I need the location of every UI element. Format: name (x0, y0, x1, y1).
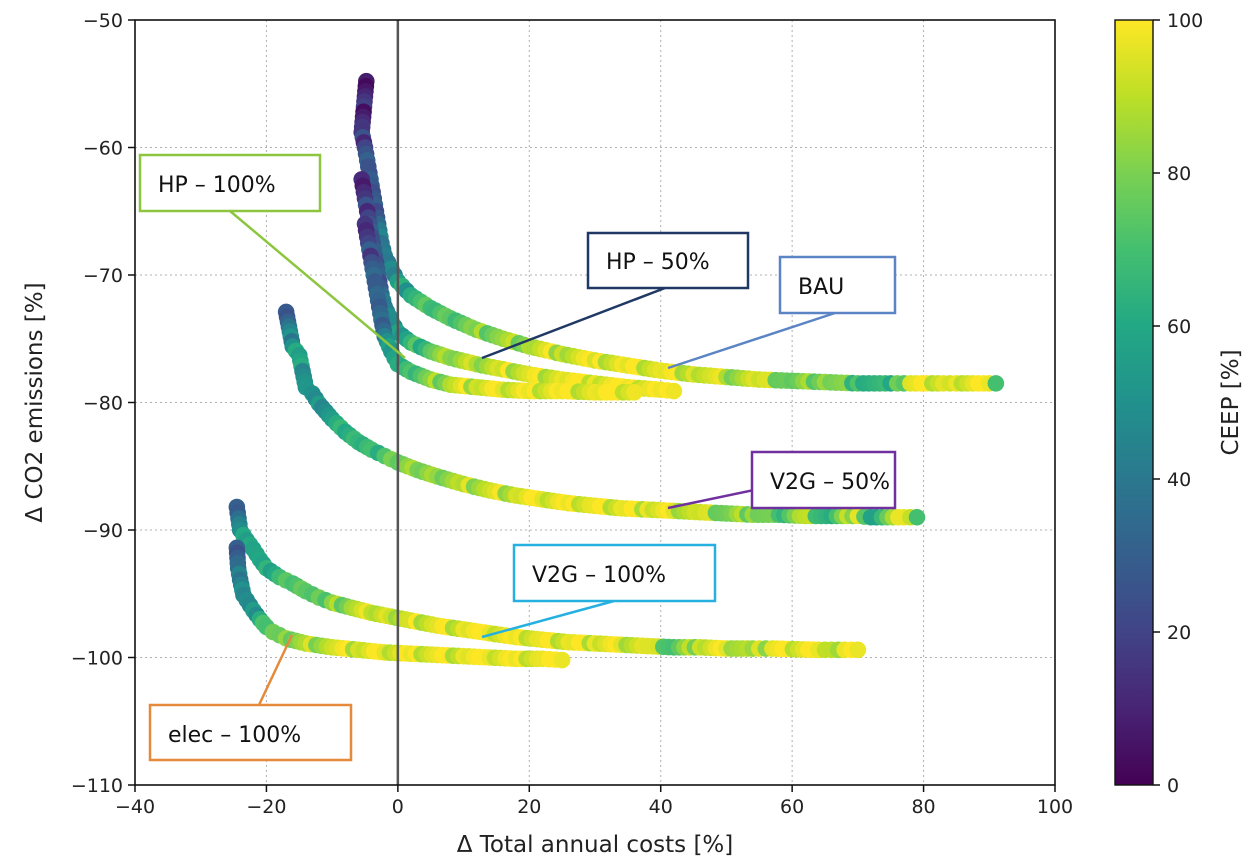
annotation-box (750, 450, 897, 510)
annotation-label: HP – 100% (158, 173, 276, 198)
annotation-label: HP – 50% (606, 250, 710, 275)
annotation-box (586, 231, 750, 290)
y-tick-label: −60 (83, 138, 123, 160)
series-2 (353, 171, 683, 400)
annotation-label: V2G – 100% (532, 563, 666, 588)
colorbar-tick-label: 40 (1167, 469, 1191, 491)
x-tick-label: −20 (246, 796, 286, 818)
y-tick-label: −90 (83, 520, 123, 542)
annotation-leader-line (229, 210, 406, 359)
annotation-leader-line (481, 286, 666, 360)
x-tick-label: 80 (911, 796, 935, 818)
annotation: elec – 100% (148, 634, 353, 762)
colorbar-gradient (1115, 20, 1153, 785)
colorbar-tick-label: 100 (1167, 10, 1203, 32)
data-point (553, 651, 571, 669)
colorbar: 0 20 40 60 80 100 (1114, 10, 1203, 797)
colorbar-tick-label: 80 (1167, 163, 1191, 185)
data-point (849, 641, 867, 659)
annotation-box (138, 153, 322, 213)
annotation: HP – 100% (138, 153, 406, 359)
series-6 (228, 539, 571, 669)
y-tick-label: −110 (71, 775, 123, 797)
annotation-leader-line (257, 634, 294, 706)
colorbar-tick-label: 0 (1167, 775, 1179, 797)
data-points (228, 72, 1005, 669)
x-tick-label: 0 (392, 796, 404, 818)
annotation: V2G – 100% (481, 543, 717, 639)
series-4 (277, 303, 926, 526)
data-point (987, 375, 1005, 392)
y-tick-label: −50 (83, 10, 123, 32)
annotation: HP – 50% (481, 231, 750, 360)
data-point (908, 508, 926, 526)
annotation-box (778, 255, 897, 315)
annotation-label: V2G – 50% (770, 470, 890, 495)
data-point (626, 384, 643, 401)
x-tick-label: −40 (115, 796, 155, 818)
colorbar-title: CEEP [%] (1218, 349, 1244, 455)
y-axis-title: Δ CO2 emissions [%] (22, 282, 48, 522)
x-tick-label: 60 (780, 796, 804, 818)
x-tick-label: 100 (1037, 796, 1073, 818)
x-axis-ticks: −40 −20 0 20 40 60 80 100 (115, 785, 1073, 818)
y-tick-label: −70 (83, 265, 123, 287)
annotation-box (148, 703, 353, 762)
annotation: BAU (667, 255, 897, 370)
annotation-leader-line (481, 599, 615, 639)
colorbar-frame (1114, 19, 1154, 786)
y-axis-ticks: −110 −100 −90 −80 −70 −60 −50 (71, 10, 135, 797)
grid (135, 20, 1055, 785)
annotations: HP – 100% HP – 50% BAU V2G – 50% V2G – 100% e… (138, 153, 897, 762)
x-tick-label: 20 (517, 796, 541, 818)
annotation-box (512, 543, 717, 603)
annotation-label: BAU (798, 275, 844, 300)
series-5 (228, 498, 867, 659)
colorbar-tick-label: 20 (1167, 622, 1191, 644)
colorbar-tick-label: 60 (1167, 316, 1191, 338)
annotation-leader-line (667, 311, 836, 370)
series-1 (353, 72, 1005, 392)
x-axis-title: Δ Total annual costs [%] (457, 832, 734, 858)
y-tick-label: −100 (71, 648, 123, 670)
y-tick-label: −80 (83, 393, 123, 415)
annotation-label: elec – 100% (168, 723, 301, 748)
data-point (665, 382, 683, 400)
series-3 (356, 215, 643, 401)
annotation: V2G – 50% (667, 450, 897, 510)
x-tick-label: 40 (649, 796, 673, 818)
